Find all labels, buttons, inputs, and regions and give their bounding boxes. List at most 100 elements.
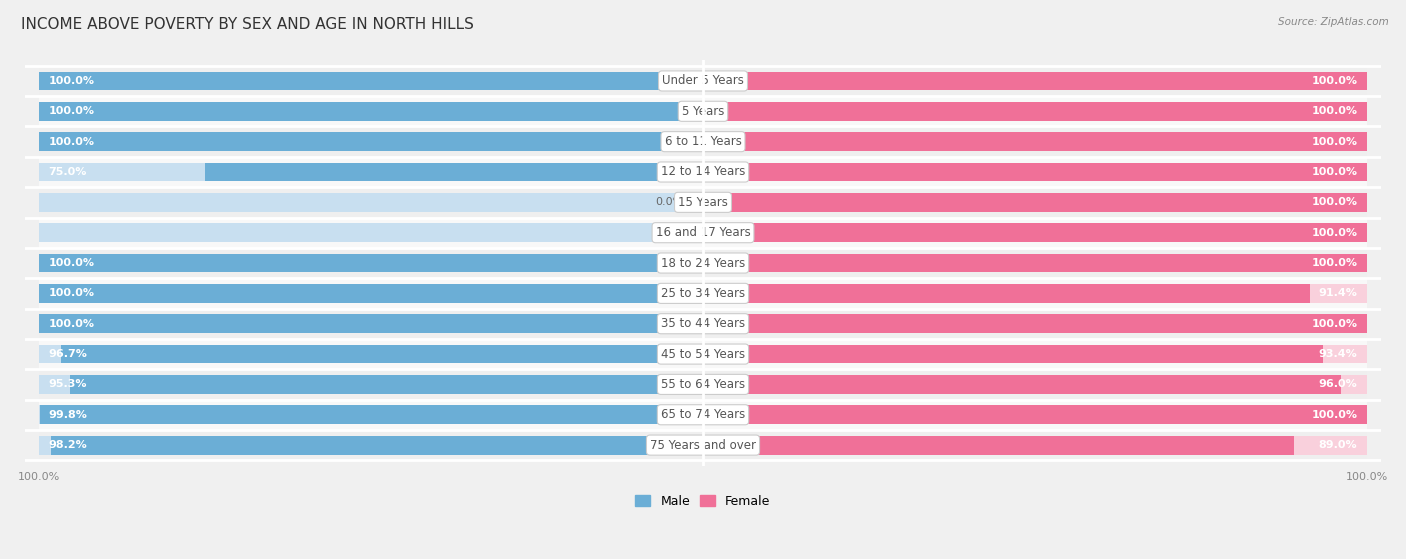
Text: Source: ZipAtlas.com: Source: ZipAtlas.com — [1278, 17, 1389, 27]
Bar — [39, 278, 1367, 309]
Bar — [703, 102, 1367, 121]
Bar — [39, 430, 1367, 460]
Text: 6 to 11 Years: 6 to 11 Years — [665, 135, 741, 148]
Bar — [39, 187, 1367, 217]
Bar — [39, 339, 1367, 369]
Bar — [39, 248, 1367, 278]
Text: 100.0%: 100.0% — [1312, 319, 1357, 329]
Text: 35 to 44 Years: 35 to 44 Years — [661, 317, 745, 330]
Bar — [39, 223, 703, 242]
Text: 93.4%: 93.4% — [1319, 349, 1357, 359]
Text: 100.0%: 100.0% — [49, 258, 94, 268]
Bar — [703, 284, 1367, 303]
Text: INCOME ABOVE POVERTY BY SEX AND AGE IN NORTH HILLS: INCOME ABOVE POVERTY BY SEX AND AGE IN N… — [21, 17, 474, 32]
Text: 96.7%: 96.7% — [49, 349, 87, 359]
Text: 100.0%: 100.0% — [1312, 197, 1357, 207]
Text: 15 Years: 15 Years — [678, 196, 728, 209]
Bar — [39, 405, 703, 424]
Text: 100.0%: 100.0% — [49, 288, 94, 299]
Bar — [39, 284, 703, 303]
Text: 5 Years: 5 Years — [682, 105, 724, 118]
Bar — [39, 314, 703, 333]
Bar — [39, 217, 1367, 248]
Bar — [39, 254, 703, 272]
Bar — [39, 435, 703, 454]
Bar — [39, 102, 703, 121]
Bar — [39, 163, 703, 182]
Bar — [703, 375, 1367, 394]
Bar — [703, 193, 1367, 212]
Bar — [51, 435, 703, 454]
Bar — [39, 369, 1367, 400]
Text: 55 to 64 Years: 55 to 64 Years — [661, 378, 745, 391]
Bar — [703, 163, 1367, 182]
Bar — [703, 345, 1323, 363]
Bar — [703, 345, 1367, 363]
Bar — [39, 126, 1367, 157]
Bar — [39, 345, 703, 363]
Bar — [703, 375, 1341, 394]
Text: 100.0%: 100.0% — [1312, 136, 1357, 146]
Text: 100.0%: 100.0% — [1312, 76, 1357, 86]
Bar — [703, 405, 1367, 424]
Text: 65 to 74 Years: 65 to 74 Years — [661, 408, 745, 421]
Bar — [703, 102, 1367, 121]
Text: 100.0%: 100.0% — [1312, 410, 1357, 420]
Text: 100.0%: 100.0% — [1312, 258, 1357, 268]
Bar — [39, 132, 703, 151]
Bar — [703, 163, 1367, 182]
Bar — [703, 72, 1367, 91]
Text: 99.8%: 99.8% — [49, 410, 87, 420]
Bar — [703, 314, 1367, 333]
Bar — [703, 254, 1367, 272]
Text: 100.0%: 100.0% — [49, 76, 94, 86]
Text: 100.0%: 100.0% — [1312, 106, 1357, 116]
Text: 45 to 54 Years: 45 to 54 Years — [661, 348, 745, 361]
Bar — [703, 435, 1367, 454]
Text: 75.0%: 75.0% — [49, 167, 87, 177]
Bar — [39, 309, 1367, 339]
Bar — [39, 193, 703, 212]
Bar — [703, 132, 1367, 151]
Text: 100.0%: 100.0% — [1312, 167, 1357, 177]
Bar — [703, 405, 1367, 424]
Text: 98.2%: 98.2% — [49, 440, 87, 450]
Text: 100.0%: 100.0% — [49, 319, 94, 329]
Bar — [39, 284, 703, 303]
Bar — [39, 157, 1367, 187]
Text: 12 to 14 Years: 12 to 14 Years — [661, 165, 745, 178]
Text: Under 5 Years: Under 5 Years — [662, 74, 744, 87]
Bar — [39, 254, 703, 272]
Text: 0.0%: 0.0% — [655, 197, 683, 207]
Text: 89.0%: 89.0% — [1319, 440, 1357, 450]
Bar — [703, 132, 1367, 151]
Bar — [703, 72, 1367, 91]
Bar — [70, 375, 703, 394]
Bar — [39, 72, 703, 91]
Bar — [39, 400, 1367, 430]
Bar — [39, 314, 703, 333]
Bar — [703, 223, 1367, 242]
Bar — [39, 132, 703, 151]
Bar — [703, 284, 1310, 303]
Text: 100.0%: 100.0% — [49, 106, 94, 116]
Bar — [703, 435, 1294, 454]
Bar — [39, 72, 703, 91]
Bar — [39, 66, 1367, 96]
Bar — [703, 314, 1367, 333]
Bar — [39, 96, 1367, 126]
Text: 91.4%: 91.4% — [1319, 288, 1357, 299]
Bar — [39, 102, 703, 121]
Bar — [703, 223, 1367, 242]
Text: 75 Years and over: 75 Years and over — [650, 439, 756, 452]
Bar — [703, 254, 1367, 272]
Bar — [39, 375, 703, 394]
Text: 100.0%: 100.0% — [49, 136, 94, 146]
Text: 0.0%: 0.0% — [655, 228, 683, 238]
Bar — [39, 405, 703, 424]
Text: 96.0%: 96.0% — [1319, 380, 1357, 390]
Text: 95.3%: 95.3% — [49, 380, 87, 390]
Text: 16 and 17 Years: 16 and 17 Years — [655, 226, 751, 239]
Bar — [703, 193, 1367, 212]
Legend: Male, Female: Male, Female — [630, 490, 776, 513]
